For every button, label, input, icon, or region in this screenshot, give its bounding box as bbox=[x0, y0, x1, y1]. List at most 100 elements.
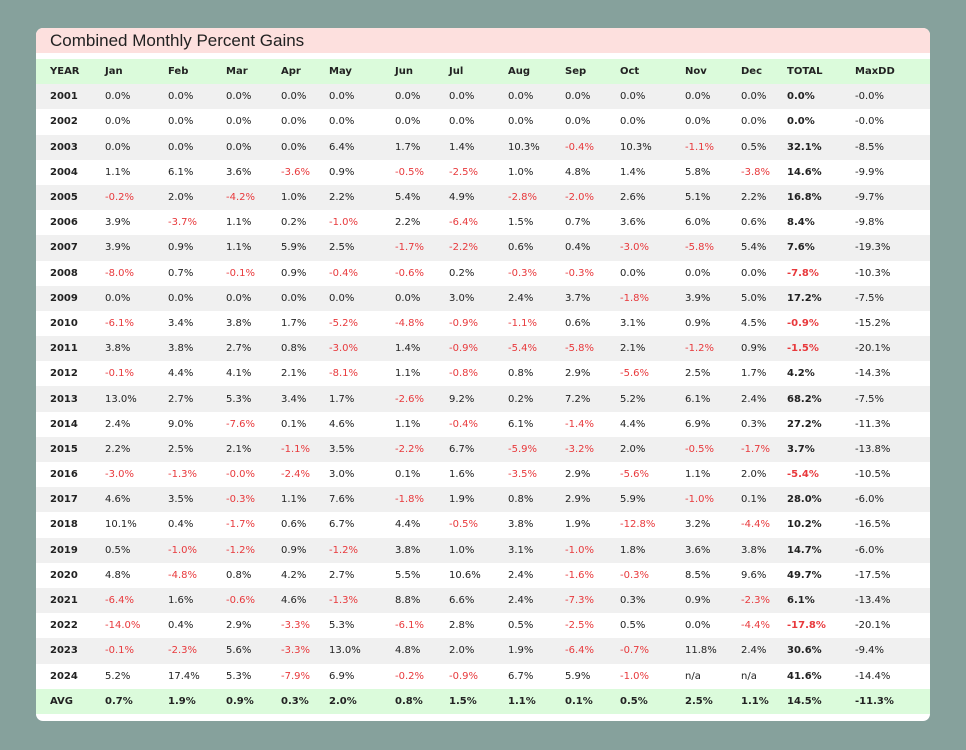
month-cell: 0.0% bbox=[281, 116, 307, 128]
avg-row: AVG 0.7% 1.9% 0.9% 0.3% 2.0% 0.8% 1.5% 1.1% 0.1% 0… bbox=[36, 688, 930, 714]
month-cell: 13.0% bbox=[105, 393, 137, 405]
table-row: 2001 0.0% 0.0% 0.0% 0.0% 0.0% 0.0% 0.0% 0.0% 0.0%… bbox=[36, 84, 930, 110]
month-cell: 9.0% bbox=[168, 418, 194, 430]
month-cell: -5.6% bbox=[620, 469, 650, 481]
total-cell: 27.2% bbox=[787, 418, 822, 430]
month-cell: 1.1% bbox=[395, 368, 421, 380]
table-row: 2019 0.5% -1.0% -1.2% 0.9% -1.2% 3.8% 1.0% 3.1% -… bbox=[36, 537, 930, 563]
month-cell: 0.0% bbox=[329, 91, 355, 103]
month-cell: -1.3% bbox=[329, 595, 359, 607]
month-cell: 1.0% bbox=[449, 544, 475, 556]
total-cell: 0.0% bbox=[787, 91, 815, 103]
month-cell: -0.1% bbox=[105, 645, 135, 657]
month-cell: 6.1% bbox=[685, 393, 711, 405]
column-header-nov: Nov bbox=[685, 66, 707, 78]
total-cell: 17.2% bbox=[787, 292, 822, 304]
avg-cell: 1.1% bbox=[508, 695, 536, 707]
total-cell: 0.0% bbox=[787, 116, 815, 128]
month-cell: -5.9% bbox=[508, 443, 538, 455]
table-row: 2011 3.8% 3.8% 2.7% 0.8% -3.0% 1.4% -0.9% -5.4% -… bbox=[36, 336, 930, 362]
month-cell: -5.8% bbox=[565, 343, 595, 355]
total-cell: 10.2% bbox=[787, 519, 822, 531]
total-cell: -1.5% bbox=[787, 343, 819, 355]
month-cell: -1.8% bbox=[395, 494, 425, 506]
avg-cell: 2.0% bbox=[329, 695, 357, 707]
month-cell: 3.4% bbox=[281, 393, 307, 405]
month-cell: 5.2% bbox=[620, 393, 646, 405]
year-cell: 2002 bbox=[50, 116, 78, 128]
month-cell: 5.1% bbox=[685, 192, 711, 204]
month-cell: 0.9% bbox=[168, 242, 194, 254]
month-cell: 0.4% bbox=[168, 620, 194, 632]
month-cell: 0.5% bbox=[508, 620, 534, 632]
month-cell: 0.1% bbox=[281, 418, 307, 430]
month-cell: -0.7% bbox=[620, 645, 650, 657]
maxdd-cell: -13.8% bbox=[855, 443, 891, 455]
month-cell: 5.6% bbox=[226, 645, 252, 657]
month-cell: -3.0% bbox=[105, 469, 135, 481]
total-cell: -5.4% bbox=[787, 469, 819, 481]
month-cell: 2.7% bbox=[168, 393, 194, 405]
month-cell: 4.1% bbox=[226, 368, 252, 380]
column-header-apr: Apr bbox=[281, 66, 301, 78]
month-cell: 10.1% bbox=[105, 519, 137, 531]
avg-cell: -11.3% bbox=[855, 695, 894, 707]
maxdd-cell: -6.0% bbox=[855, 494, 885, 506]
maxdd-cell: -15.2% bbox=[855, 317, 891, 329]
avg-cell: 0.9% bbox=[226, 695, 254, 707]
month-cell: -4.4% bbox=[741, 519, 771, 531]
month-cell: -3.0% bbox=[620, 242, 650, 254]
month-cell: -7.9% bbox=[281, 670, 311, 682]
avg-label: AVG bbox=[50, 695, 74, 707]
year-cell: 2006 bbox=[50, 217, 78, 229]
month-cell: 6.9% bbox=[329, 670, 355, 682]
month-cell: 6.0% bbox=[685, 217, 711, 229]
month-cell: 6.7% bbox=[329, 519, 355, 531]
year-cell: 2015 bbox=[50, 443, 78, 455]
month-cell: 0.8% bbox=[226, 569, 252, 581]
month-cell: 4.2% bbox=[281, 569, 307, 581]
month-cell: 0.0% bbox=[281, 91, 307, 103]
month-cell: 2.9% bbox=[565, 469, 591, 481]
month-cell: -6.4% bbox=[449, 217, 479, 229]
month-cell: n/a bbox=[741, 670, 757, 682]
total-cell: 32.1% bbox=[787, 141, 822, 153]
table-row: 2002 0.0% 0.0% 0.0% 0.0% 0.0% 0.0% 0.0% 0.0% 0.0%… bbox=[36, 109, 930, 135]
month-cell: 1.1% bbox=[395, 418, 421, 430]
total-cell: -0.9% bbox=[787, 317, 819, 329]
month-cell: 2.2% bbox=[395, 217, 421, 229]
table-row: 2021 -6.4% 1.6% -0.6% 4.6% -1.3% 8.8% 6.6% 2.4% -… bbox=[36, 587, 930, 614]
table-row: 2013 13.0% 2.7% 5.3% 3.4% 1.7% -2.6% 9.2% 0.2% 7.… bbox=[36, 386, 930, 412]
month-cell: 0.0% bbox=[226, 91, 252, 103]
year-cell: 2017 bbox=[50, 494, 78, 506]
maxdd-cell: -0.0% bbox=[855, 91, 885, 103]
month-cell: 0.0% bbox=[168, 116, 194, 128]
month-cell: 3.9% bbox=[685, 292, 711, 304]
year-cell: 2007 bbox=[50, 242, 78, 254]
month-cell: 0.6% bbox=[508, 242, 534, 254]
month-cell: -2.3% bbox=[168, 645, 198, 657]
column-header-may: May bbox=[329, 66, 352, 78]
month-cell: 5.9% bbox=[620, 494, 646, 506]
month-cell: -2.2% bbox=[395, 443, 425, 455]
month-cell: -3.6% bbox=[281, 166, 311, 178]
month-cell: 0.6% bbox=[281, 519, 307, 531]
month-cell: 3.8% bbox=[508, 519, 534, 531]
month-cell: -1.0% bbox=[685, 494, 715, 506]
month-cell: 3.8% bbox=[105, 343, 131, 355]
month-cell: 1.1% bbox=[226, 217, 252, 229]
table-row: 2012 -0.1% 4.4% 4.1% 2.1% -8.1% 1.1% -0.8% 0.8% 2… bbox=[36, 361, 930, 387]
month-cell: 0.5% bbox=[620, 620, 646, 632]
month-cell: 6.6% bbox=[449, 595, 475, 607]
avg-cell: 1.9% bbox=[168, 695, 196, 707]
month-cell: 0.0% bbox=[685, 620, 711, 632]
month-cell: -1.7% bbox=[226, 519, 256, 531]
maxdd-cell: -20.1% bbox=[855, 620, 891, 632]
month-cell: 2.9% bbox=[565, 368, 591, 380]
month-cell: -1.2% bbox=[226, 544, 256, 556]
month-cell: 2.1% bbox=[226, 443, 252, 455]
month-cell: -3.8% bbox=[741, 166, 771, 178]
month-cell: 0.5% bbox=[741, 141, 767, 153]
month-cell: 6.9% bbox=[685, 418, 711, 430]
month-cell: -1.3% bbox=[168, 469, 198, 481]
